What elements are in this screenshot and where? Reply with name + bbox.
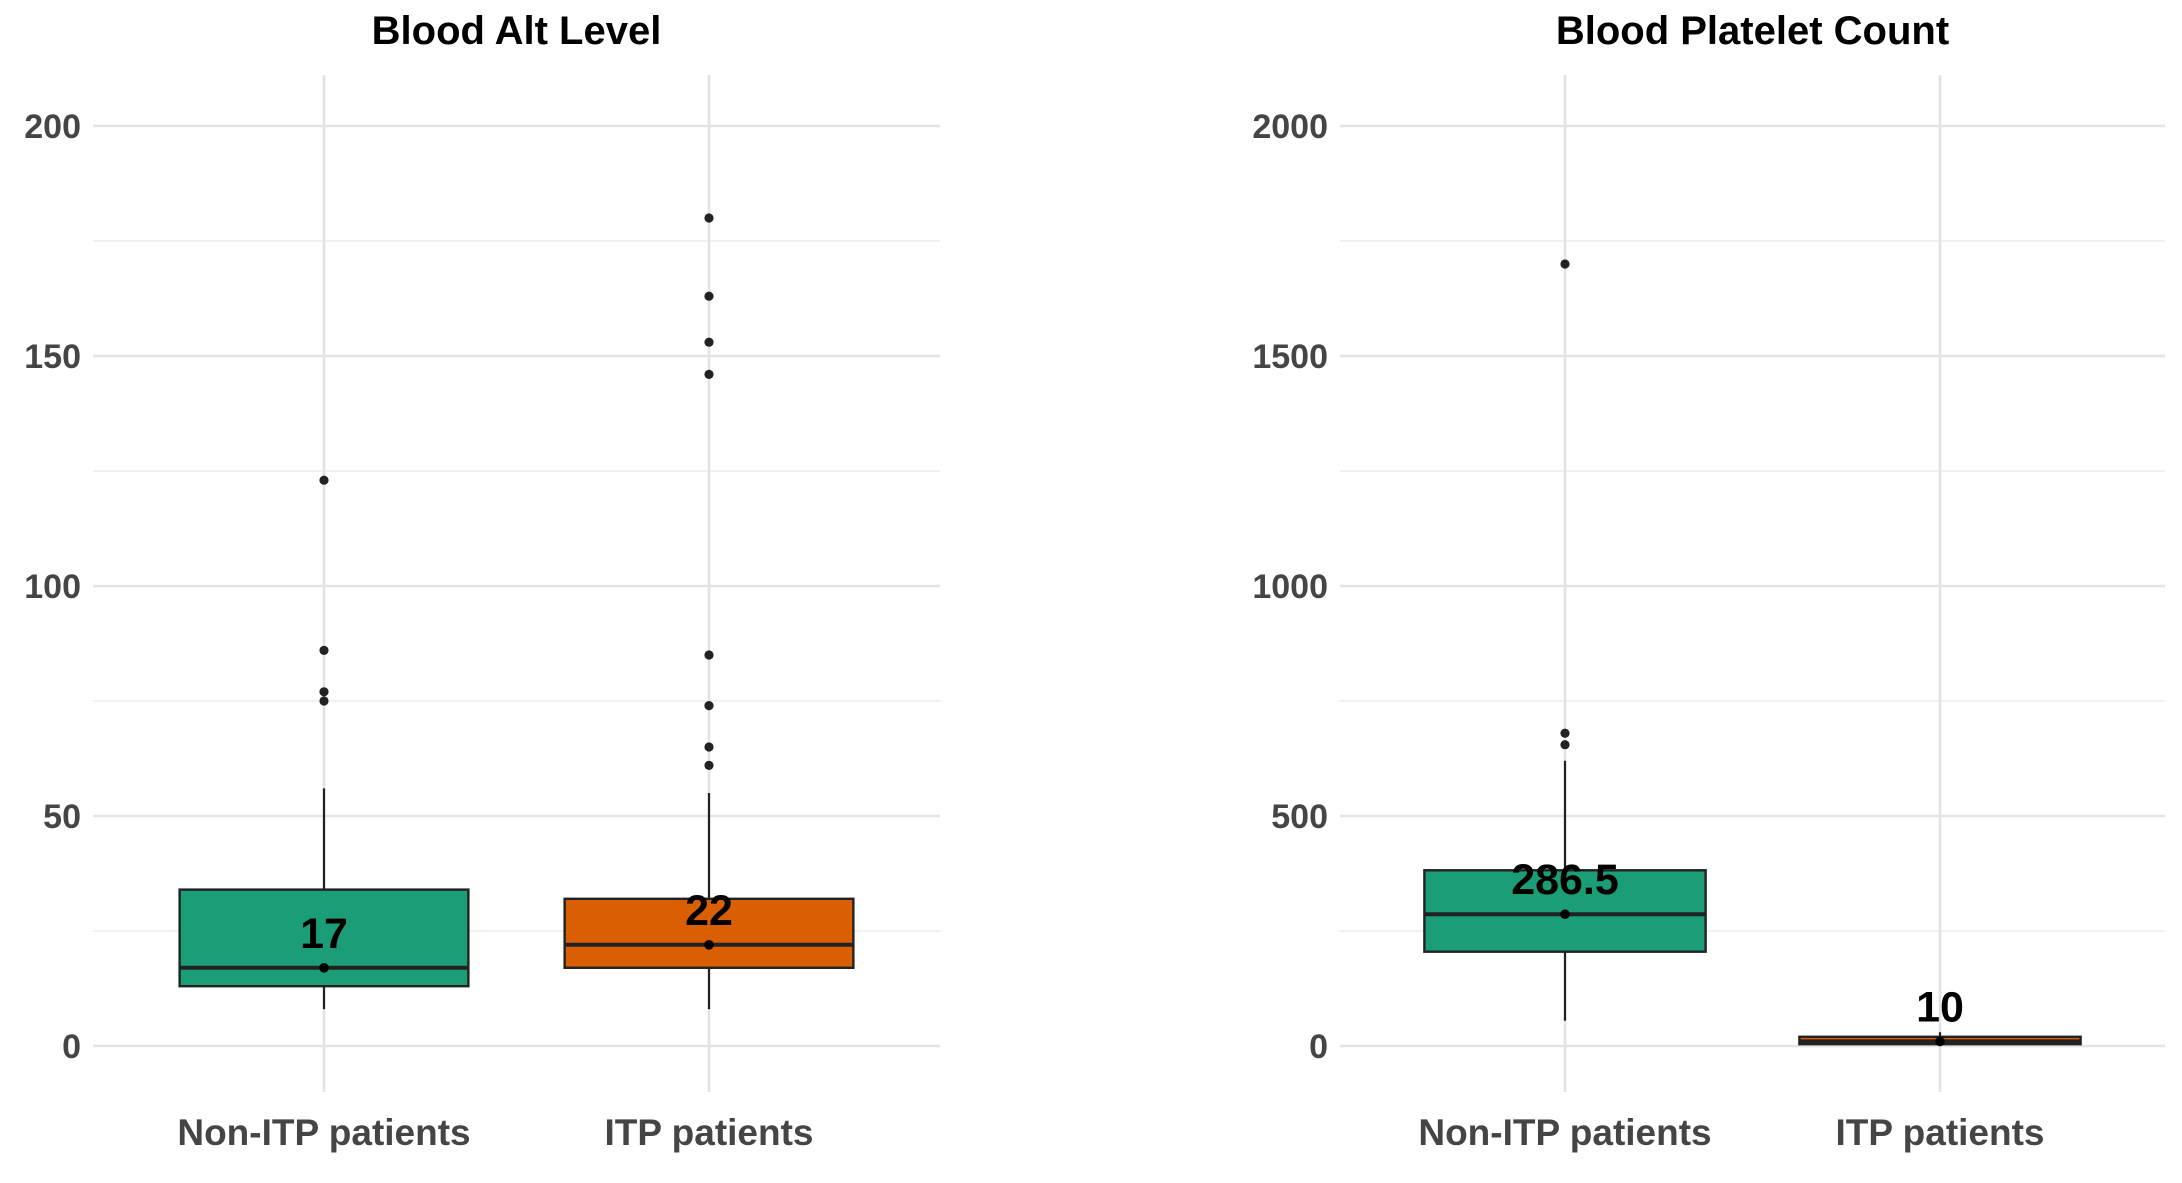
boxplot-non-itp-patients: 17 bbox=[178, 475, 470, 1010]
category-label: Non-ITP patients bbox=[1418, 1112, 1711, 1153]
outlier-dot bbox=[1560, 740, 1570, 750]
outlier-dot bbox=[704, 701, 714, 711]
outlier-dot bbox=[704, 337, 714, 347]
y-tick-label: 500 bbox=[1271, 798, 1328, 836]
category-label: Non-ITP patients bbox=[177, 1112, 470, 1153]
y-tick-label: 1500 bbox=[1252, 338, 1328, 376]
median-point bbox=[319, 963, 329, 973]
outlier-dot bbox=[704, 760, 714, 771]
boxplot-itp-patients: 10 bbox=[1798, 983, 2082, 1047]
outlier-dot bbox=[1560, 259, 1570, 269]
outlier-dot bbox=[319, 475, 329, 485]
panel-blood-platelet-count: 0 500 1000 1500 2000 Blood Platelet Count 286.… bbox=[1252, 9, 2165, 1153]
y-tick-label: 200 bbox=[24, 108, 81, 146]
boxplot-non-itp-patients: 286.5 bbox=[1423, 259, 1707, 1021]
median-value-label: 22 bbox=[685, 887, 733, 935]
outlier-dot bbox=[704, 213, 714, 223]
outlier-dot bbox=[704, 291, 714, 301]
median-value-label: 286.5 bbox=[1511, 856, 1619, 904]
outlier-dot bbox=[704, 650, 714, 660]
outlier-dot bbox=[319, 645, 329, 656]
category-label: ITP patients bbox=[1835, 1112, 2044, 1153]
panel-title: Blood Alt Level bbox=[372, 9, 662, 53]
y-tick-label: 50 bbox=[43, 798, 81, 836]
median-point bbox=[704, 940, 714, 950]
boxplot-itp-patients: 22 bbox=[563, 213, 855, 1010]
y-tick-label: 1000 bbox=[1252, 568, 1328, 606]
outlier-dot bbox=[319, 696, 329, 706]
y-tick-label: 0 bbox=[62, 1028, 81, 1066]
median-value-label: 17 bbox=[300, 910, 348, 958]
outlier-dot bbox=[1560, 728, 1570, 738]
median-point bbox=[1560, 909, 1570, 920]
y-tick-label: 0 bbox=[1309, 1028, 1328, 1066]
category-label: ITP patients bbox=[604, 1112, 813, 1153]
panel-title: Blood Platelet Count bbox=[1556, 9, 1949, 53]
y-tick-label: 2000 bbox=[1252, 108, 1328, 146]
outlier-dot bbox=[319, 687, 329, 697]
y-tick-label: 150 bbox=[24, 338, 81, 376]
outlier-dot bbox=[704, 742, 714, 752]
median-value-label: 10 bbox=[1916, 983, 1964, 1031]
panel-blood-alt-level: 0 50 100 150 200 Blood Alt Level 17 Non-ITP pat… bbox=[24, 9, 940, 1153]
median-point bbox=[1935, 1036, 1945, 1047]
y-tick-label: 100 bbox=[24, 568, 81, 606]
outlier-dot bbox=[704, 369, 714, 379]
iqr-box bbox=[563, 897, 855, 969]
